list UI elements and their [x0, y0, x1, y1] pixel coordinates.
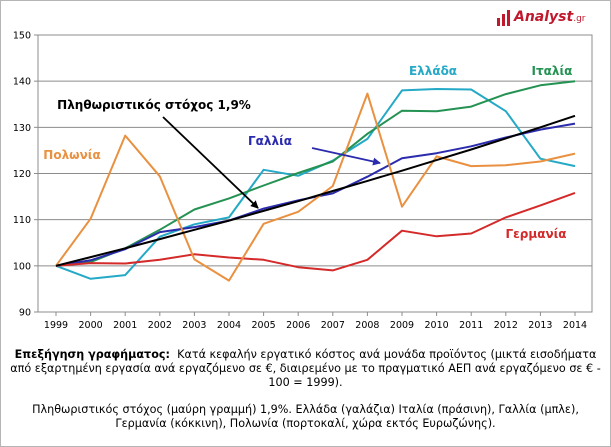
y-tick-label: 150	[13, 31, 31, 42]
y-tick-label: 100	[13, 261, 31, 272]
annotation-label: Γαλλία	[248, 134, 292, 148]
x-tick-label: 2001	[113, 320, 137, 331]
logo-text: Analyst.gr	[514, 9, 586, 25]
annotation-label: Πληθωριστικός στόχος 1,9%	[57, 98, 251, 112]
bar-chart-icon	[497, 10, 510, 26]
annotation-label: Ελλάδα	[409, 64, 457, 78]
x-tick-label: 2009	[390, 320, 414, 331]
analyst-logo[interactable]: Analyst.gr	[496, 6, 608, 32]
inflation-arrow	[162, 116, 259, 209]
caption-heading: Επεξήγηση γραφήματος:	[14, 348, 170, 361]
x-tick-label: 2002	[148, 320, 172, 331]
x-tick-label: 2011	[459, 320, 483, 331]
series-line	[55, 114, 576, 267]
x-tick-label: 2012	[494, 320, 518, 331]
line-chart: 90 100 110 120 130 140 150 1999 2000 2001 2002 2003…	[13, 31, 593, 331]
y-tick-label: 90	[19, 308, 31, 319]
x-tick-label: 2003	[182, 320, 206, 331]
caption-legend: Πληθωριστικός στόχος (μαύρη γραμμή) 1,9%…	[32, 403, 579, 430]
x-tick-label: 2008	[355, 320, 379, 331]
x-tick-label: 1999	[44, 320, 68, 331]
chart-caption: Επεξήγηση γραφήματος: Κατά κεφαλήν εργατ…	[8, 348, 603, 431]
annotation-label: Γερμανία	[505, 227, 566, 241]
x-tick-label: 2007	[321, 320, 345, 331]
x-tick-label: 2014	[563, 320, 587, 331]
y-tick-label: 120	[13, 169, 31, 180]
france-arrow	[311, 147, 381, 166]
series-line	[55, 191, 576, 272]
series-line	[55, 92, 576, 282]
series-line	[55, 80, 576, 267]
annotation-label: Πολωνία	[43, 148, 100, 162]
caption-explanation: Επεξήγηση γραφήματος: Κατά κεφαλήν εργατ…	[8, 348, 603, 390]
x-tick-label: 2000	[79, 320, 103, 331]
x-tick-label: 2005	[252, 320, 276, 331]
x-tick-label: 2013	[528, 320, 552, 331]
y-tick-label: 110	[13, 215, 31, 226]
x-tick-label: 2006	[286, 320, 310, 331]
x-tick-label: 2010	[425, 320, 449, 331]
y-tick-label: 130	[13, 123, 31, 134]
y-tick-label: 140	[13, 77, 31, 88]
x-tick-label: 2004	[217, 320, 241, 331]
annotation-label: Ιταλία	[532, 64, 573, 78]
caption-body: Κατά κεφαλήν εργατικό κόστος ανά μονάδα …	[10, 348, 601, 389]
